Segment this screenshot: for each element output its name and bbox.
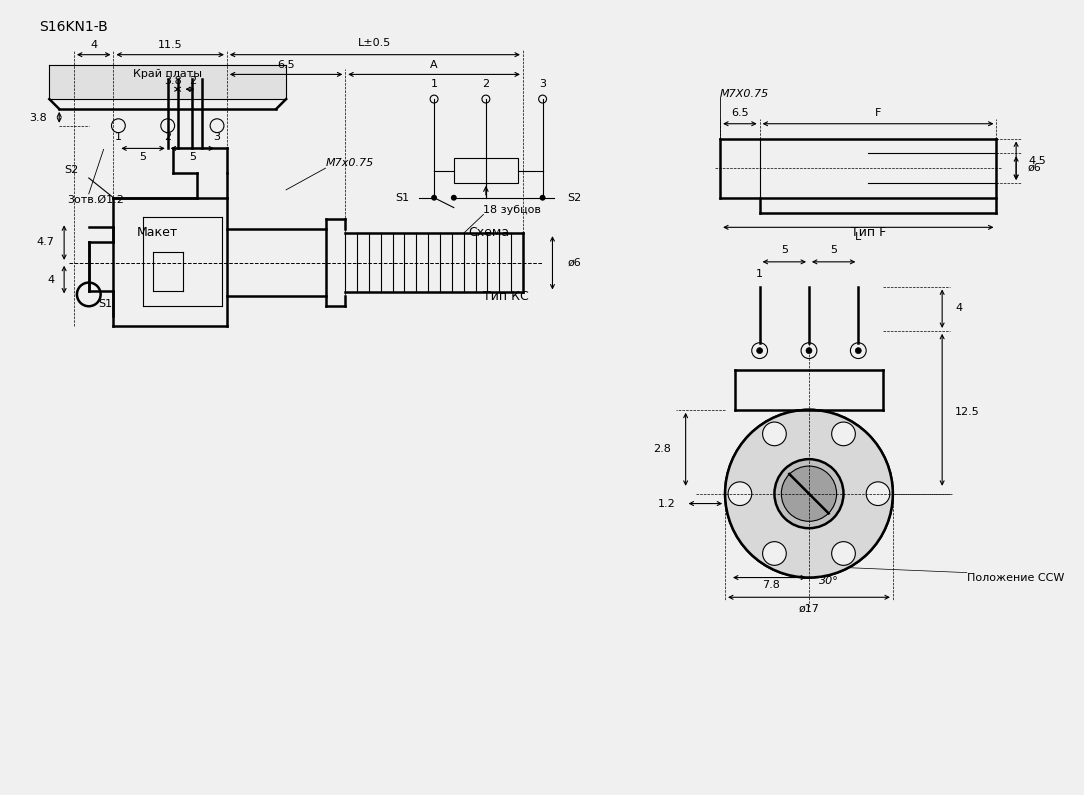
Text: 3.8: 3.8 [164,76,181,87]
Text: ø17: ø17 [799,604,820,614]
Circle shape [806,347,812,354]
Text: 5: 5 [140,153,146,162]
Text: 2: 2 [164,131,171,142]
Polygon shape [50,64,286,99]
Text: 4.5: 4.5 [1028,156,1046,165]
Text: S1: S1 [396,192,410,203]
Circle shape [774,460,843,528]
Circle shape [451,195,456,200]
Text: 2: 2 [189,76,196,87]
Text: 1: 1 [115,131,121,142]
Text: ø6: ø6 [567,258,581,268]
Text: Макет: Макет [138,226,179,238]
Text: Положение CCW: Положение CCW [967,572,1064,583]
Text: 12.5: 12.5 [955,407,980,417]
Text: 30°: 30° [818,576,839,585]
Text: 4.7: 4.7 [37,237,54,247]
Text: 3: 3 [539,80,546,89]
Circle shape [831,422,855,446]
Text: 1: 1 [757,269,763,279]
Circle shape [782,466,837,522]
Text: 4: 4 [47,274,54,285]
Text: 11.5: 11.5 [157,40,182,50]
Text: 6.5: 6.5 [278,60,295,69]
Text: 1: 1 [430,80,438,89]
Text: A: A [430,60,438,69]
Text: 5: 5 [830,245,837,255]
Text: 3.8: 3.8 [29,113,48,122]
Bar [454,158,518,183]
Circle shape [725,410,893,577]
Text: 5: 5 [189,153,196,162]
Text: S2: S2 [567,192,581,203]
Circle shape [866,482,890,506]
Text: L±0.5: L±0.5 [359,38,391,48]
Circle shape [112,118,126,133]
Circle shape [763,422,786,446]
Text: 2.8: 2.8 [653,444,671,454]
Circle shape [160,118,175,133]
Text: 2: 2 [482,80,490,89]
Circle shape [763,541,786,565]
Text: ø6: ø6 [1028,163,1042,173]
Text: S16KN1-B: S16KN1-B [39,20,108,34]
Text: 4: 4 [90,40,98,50]
Text: Тип F: Тип F [851,226,886,238]
Text: F: F [875,108,881,118]
Text: L: L [855,232,862,242]
Circle shape [757,347,763,354]
Text: М7Х0.75: М7Х0.75 [720,89,770,99]
Text: М7х0.75: М7х0.75 [325,158,374,169]
Circle shape [831,541,855,565]
Text: S1: S1 [99,299,113,309]
Circle shape [855,347,862,354]
Text: 18 зубцов: 18 зубцов [483,204,541,215]
Text: Край платы: Край платы [133,69,203,80]
Text: 7.8: 7.8 [762,580,780,591]
Text: 5: 5 [780,245,788,255]
Text: 4: 4 [955,303,963,313]
Text: 6.5: 6.5 [731,108,749,118]
Circle shape [540,195,545,200]
Text: 1.2: 1.2 [658,498,675,509]
Circle shape [431,195,437,200]
Text: Тип КС: Тип КС [483,290,529,303]
Text: 3: 3 [214,131,220,142]
Text: 3отв.Ø1.2: 3отв.Ø1.2 [67,195,124,204]
Circle shape [210,118,224,133]
Text: S2: S2 [65,165,79,175]
Text: Схема: Схема [468,226,508,238]
Circle shape [728,482,751,506]
